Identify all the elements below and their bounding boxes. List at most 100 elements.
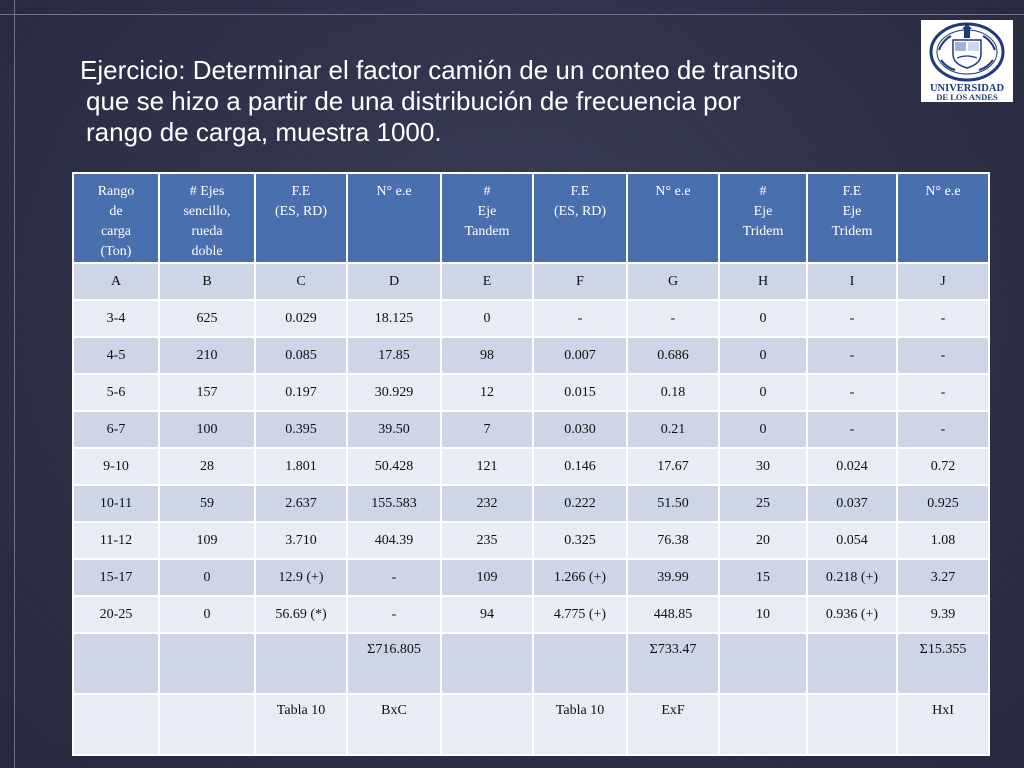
table-cell: [532, 632, 628, 695]
table-row: 9-10 28 1.801 50.428 121 0.146 17.67 30 0.024 0.7…: [72, 447, 990, 486]
table-cell: 448.85: [626, 595, 720, 634]
table-cell: 404.39: [346, 521, 442, 560]
table-cell: [718, 632, 808, 695]
table-cell: 121: [440, 447, 534, 486]
table-cell: 50.428: [346, 447, 442, 486]
table-cell: 11-12: [72, 521, 160, 560]
table-cell: 30: [718, 447, 808, 486]
table-cell: 0.197: [254, 373, 348, 412]
table-cell: 0.007: [532, 336, 628, 375]
table-cell: 100: [158, 410, 256, 449]
table-cell: [806, 693, 898, 756]
table-cell: 1.801: [254, 447, 348, 486]
slide-title: Ejercicio: Determinar el factor camión d…: [80, 55, 900, 148]
table-cell: 0.015: [532, 373, 628, 412]
table-cell: 0.72: [896, 447, 990, 486]
table-cell: 157: [158, 373, 256, 412]
table-cell: -: [346, 558, 442, 597]
header-row: Rango de carga (Ton) # Ejes sencillo, ru…: [72, 172, 990, 264]
table-cell: 0.395: [254, 410, 348, 449]
table-row: 10-11 59 2.637 155.583 232 0.222 51.50 25 0.037 0…: [72, 484, 990, 523]
table-cell: 0.325: [532, 521, 628, 560]
table-cell: 0.925: [896, 484, 990, 523]
table-cell: HxI: [896, 693, 990, 756]
table-cell: [158, 693, 256, 756]
table-cell: 3-4: [72, 299, 160, 338]
table-row: 3-4 625 0.029 18.125 0- -0- -: [72, 299, 990, 338]
table-cell: [72, 632, 160, 695]
table-cell: 0: [158, 595, 256, 634]
table-cell: E: [440, 262, 534, 301]
table-cell: [254, 632, 348, 695]
logo-text-line-1: UNIVERSIDAD: [930, 83, 1005, 94]
table-cell: 0: [718, 373, 808, 412]
table-cell: [440, 632, 534, 695]
title-line-3: rango de carga, muestra 1000.: [86, 117, 442, 147]
university-logo: UNIVERSIDAD DE LOS ANDES: [921, 20, 1013, 102]
table-cell: 0.146: [532, 447, 628, 486]
header-cell: # Eje Tandem: [440, 172, 534, 264]
table-cell: 0.037: [806, 484, 898, 523]
header-cell: F.E Eje Tridem: [806, 172, 898, 264]
table-cell: -: [896, 373, 990, 412]
table-cell: 0.024: [806, 447, 898, 486]
table-cell: 210: [158, 336, 256, 375]
table-cell: [806, 632, 898, 695]
table-cell: [718, 693, 808, 756]
table-cell: 4.775 (+): [532, 595, 628, 634]
frame-line-top: [0, 14, 1024, 15]
title-line-2: que se hizo a partir de una distribución…: [86, 86, 741, 116]
table-cell: 6-7: [72, 410, 160, 449]
table-cell: 39.99: [626, 558, 720, 597]
table-cell: 0: [158, 558, 256, 597]
table-cell: 0.085: [254, 336, 348, 375]
table-cell: 10: [718, 595, 808, 634]
table-cell: 9.39: [896, 595, 990, 634]
table-cell: -: [806, 373, 898, 412]
table-cell: 15: [718, 558, 808, 597]
table-cell: 7: [440, 410, 534, 449]
table-cell: 12.9 (+): [254, 558, 348, 597]
table-cell: 17.67: [626, 447, 720, 486]
table-cell: 25: [718, 484, 808, 523]
table-row: Tabla 10 BxC Tabla 10 ExF HxI: [72, 693, 990, 756]
table-cell: 39.50: [346, 410, 442, 449]
table-cell: -: [896, 336, 990, 375]
table-cell: 59: [158, 484, 256, 523]
table-row: 11-12 109 3.710 404.39 235 0.325 76.38 20 0.054 1…: [72, 521, 990, 560]
table-cell: [72, 693, 160, 756]
table-cell: 0.222: [532, 484, 628, 523]
header-cell: # Ejes sencillo, rueda doble: [158, 172, 256, 264]
table-cell: C: [254, 262, 348, 301]
table-cell: Σ15.355: [896, 632, 990, 695]
table-cell: 155.583: [346, 484, 442, 523]
table-cell: 1.08: [896, 521, 990, 560]
table-cell: 9-10: [72, 447, 160, 486]
frame-line-left: [14, 0, 15, 768]
table-cell: Σ716.805: [346, 632, 442, 695]
table-cell: 0.936 (+): [806, 595, 898, 634]
table-cell: 3.710: [254, 521, 348, 560]
table-cell: -: [896, 299, 990, 338]
table-cell: -: [626, 299, 720, 338]
table-cell: 76.38: [626, 521, 720, 560]
table-cell: 232: [440, 484, 534, 523]
table-cell: 2.637: [254, 484, 348, 523]
load-distribution-table: Rango de carga (Ton) # Ejes sencillo, ru…: [72, 172, 990, 756]
header-cell: F.E (ES, RD): [532, 172, 628, 264]
table-cell: 17.85: [346, 336, 442, 375]
table-row: 20-25 0 56.69 (*) -94 4.775 (+) 448.85 10 0.936…: [72, 595, 990, 634]
table-cell: -: [532, 299, 628, 338]
table-cell: 4-5: [72, 336, 160, 375]
header-cell: Rango de carga (Ton): [72, 172, 160, 264]
table-cell: I: [806, 262, 898, 301]
table-cell: 0.686: [626, 336, 720, 375]
table-cell: B: [158, 262, 256, 301]
table-cell: 0: [718, 299, 808, 338]
table-cell: 98: [440, 336, 534, 375]
table-cell: 20: [718, 521, 808, 560]
table-cell: 5-6: [72, 373, 160, 412]
table-cell: 18.125: [346, 299, 442, 338]
table-cell: -: [806, 410, 898, 449]
